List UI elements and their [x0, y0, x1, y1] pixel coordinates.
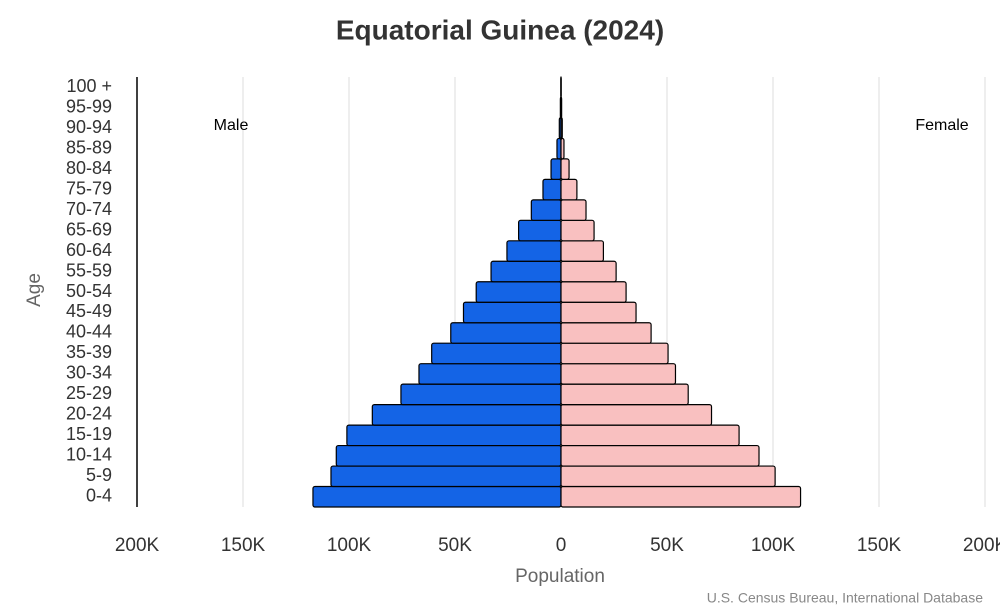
bar	[450, 322, 562, 344]
bar	[506, 240, 562, 262]
bar	[530, 199, 562, 221]
y-tick-label: 5-9	[86, 465, 112, 485]
y-tick-label: 15-19	[66, 424, 112, 444]
x-tick-label: 0	[556, 535, 567, 556]
bar	[560, 342, 669, 365]
bar	[560, 281, 627, 303]
y-tick-label: 50-54	[66, 281, 112, 301]
y-tick-label: 20-24	[66, 404, 112, 424]
y-tick-label: 90-94	[66, 117, 112, 137]
bar	[560, 117, 563, 140]
legend-label: Female	[915, 117, 968, 134]
x-tick-label: 200K	[963, 535, 1000, 556]
x-tick-label: 100K	[327, 535, 372, 556]
bar	[330, 465, 562, 488]
bar	[560, 240, 605, 262]
bar	[312, 485, 562, 508]
bar	[346, 424, 562, 447]
y-tick-label: 35-39	[66, 342, 112, 362]
y-tick-label: 45-49	[66, 301, 112, 321]
y-tick-label: 95-99	[66, 96, 112, 116]
bar	[542, 178, 562, 201]
y-tick-label: 40-44	[66, 322, 112, 342]
bar	[560, 158, 570, 180]
y-tick-label: 80-84	[66, 158, 112, 178]
x-tick-label: 200K	[115, 535, 160, 556]
y-axis-label: Age	[24, 273, 45, 307]
source-note: U.S. Census Bureau, International Databa…	[707, 590, 983, 606]
bar	[560, 219, 595, 242]
bar	[560, 383, 689, 406]
y-tick-label: 55-59	[66, 260, 112, 280]
x-tick-label: 150K	[221, 535, 266, 556]
bar	[550, 158, 562, 180]
bar	[560, 96, 563, 119]
bar	[475, 281, 562, 303]
bar	[400, 383, 562, 406]
bar	[560, 424, 740, 447]
y-tick-label: 30-34	[66, 363, 112, 383]
x-tick-label: 50K	[438, 535, 472, 556]
y-tick-label: 0-4	[86, 486, 112, 506]
x-tick-label: 150K	[857, 535, 902, 556]
bar	[560, 444, 760, 467]
y-tick-label: 100 +	[66, 76, 112, 96]
bar	[560, 301, 637, 324]
bar	[560, 363, 677, 385]
y-tick-label: 65-69	[66, 219, 112, 239]
x-tick-label: 100K	[751, 535, 796, 556]
y-tick-label: 10-14	[66, 445, 112, 465]
bar	[560, 199, 587, 221]
bar	[418, 363, 562, 385]
y-tick-label: 60-64	[66, 240, 112, 260]
chart-title: Equatorial Guinea (2024)	[336, 14, 664, 45]
bar	[560, 485, 802, 508]
bar	[490, 260, 562, 283]
bar	[371, 404, 562, 426]
legend-label: Male	[214, 117, 249, 134]
bar	[560, 404, 713, 426]
bar	[556, 137, 562, 160]
bar	[431, 342, 562, 365]
bar	[560, 465, 776, 488]
bar	[462, 301, 562, 324]
bar	[560, 322, 652, 344]
y-tick-label: 25-29	[66, 383, 112, 403]
x-axis-label: Population	[515, 566, 605, 587]
x-tick-label: 50K	[650, 535, 684, 556]
bar	[560, 137, 565, 160]
bar	[560, 178, 578, 201]
bar	[517, 219, 562, 242]
y-tick-label: 85-89	[66, 137, 112, 157]
y-tick-label: 75-79	[66, 178, 112, 198]
y-tick-label: 70-74	[66, 199, 112, 219]
bar	[560, 260, 617, 283]
bar	[335, 444, 562, 467]
